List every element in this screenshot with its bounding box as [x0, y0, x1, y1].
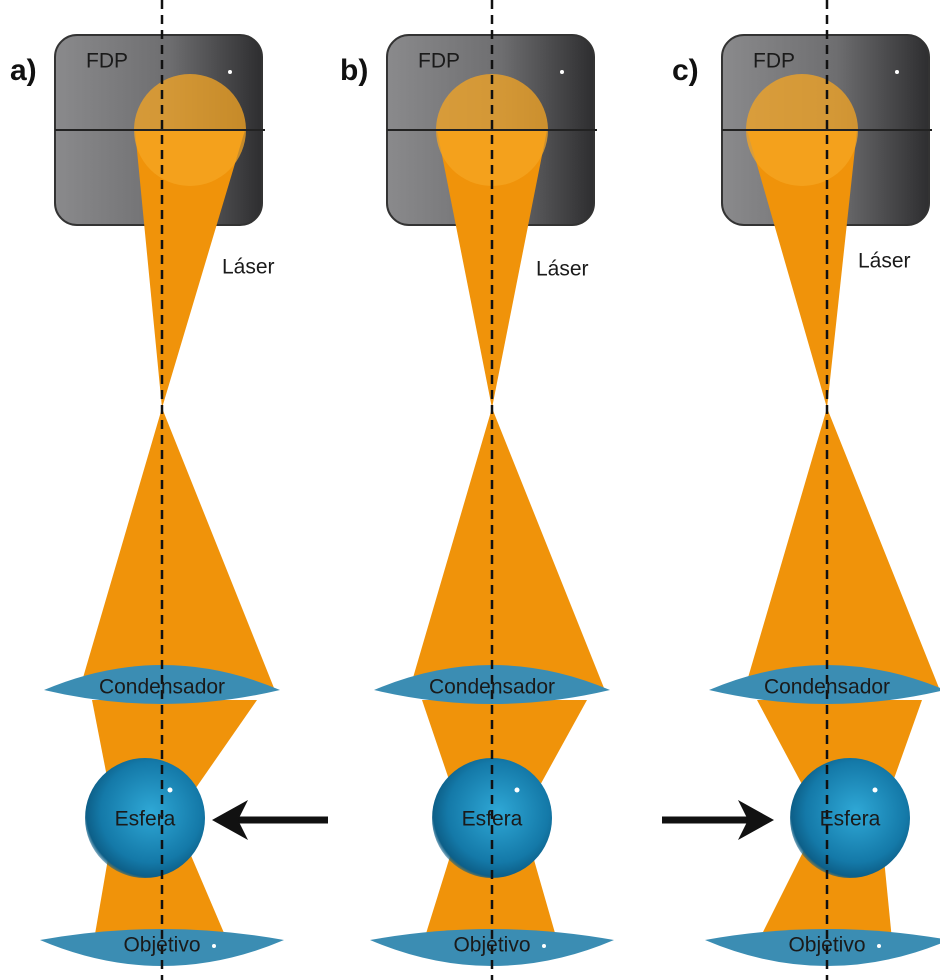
laser-beam [745, 408, 939, 688]
glint [212, 944, 216, 948]
glint [542, 944, 546, 948]
glint [515, 788, 520, 793]
sphere-label: Esfera [462, 808, 523, 831]
diagram: a) FDP Láser Condensador Esfera Objetivo b) FDP… [0, 0, 940, 980]
glint [873, 788, 878, 793]
fdp-label: FDP [418, 50, 460, 73]
laser-beam [80, 408, 274, 688]
glint [168, 788, 173, 793]
panel-label: a) [10, 54, 37, 87]
glint [895, 70, 899, 74]
glint [560, 70, 564, 74]
condenser-label: Condensador [429, 676, 555, 699]
fdp-label: FDP [86, 50, 128, 73]
panel-label: b) [340, 54, 368, 87]
laser-beam [410, 408, 604, 688]
objective-label: Objetivo [123, 934, 200, 957]
laser-label: Láser [858, 250, 911, 273]
condenser-label: Condensador [764, 676, 890, 699]
panel-label: c) [672, 54, 699, 87]
objective-label: Objetivo [453, 934, 530, 957]
condenser-label: Condensador [99, 676, 225, 699]
objective-label: Objetivo [788, 934, 865, 957]
sphere-label: Esfera [115, 808, 176, 831]
glint [877, 944, 881, 948]
glint [228, 70, 232, 74]
fdp-label: FDP [753, 50, 795, 73]
laser-label: Láser [222, 256, 275, 279]
laser-label: Láser [536, 258, 589, 281]
sphere-label: Esfera [820, 808, 881, 831]
